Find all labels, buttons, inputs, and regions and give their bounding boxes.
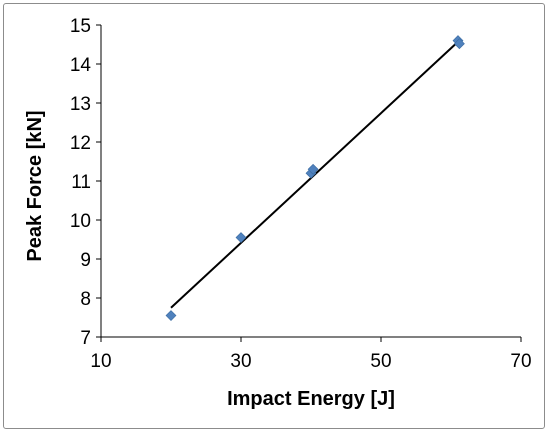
x-tick-label: 10: [90, 351, 111, 372]
chart-frame: [3, 3, 545, 429]
y-tick-label: 12: [70, 133, 91, 154]
data-point: [235, 232, 247, 243]
y-axis-ticks: 7 8 9 10 11 12 13 14 15: [70, 16, 101, 349]
data-point: [453, 38, 465, 50]
y-tick-label: 8: [80, 289, 91, 310]
x-tick-label: 30: [230, 351, 251, 372]
y-tick-label: 7: [80, 328, 91, 349]
data-point: [307, 163, 319, 175]
x-axis-title: Impact Energy [J]: [227, 388, 395, 410]
y-tick-label: 10: [70, 211, 91, 232]
y-tick-label: 9: [80, 250, 91, 271]
y-tick-label: 14: [70, 55, 92, 76]
y-tick-label: 13: [70, 94, 91, 115]
data-points: [165, 35, 465, 321]
y-axis-title: Peak Force [kN]: [24, 110, 46, 261]
x-tick-label: 50: [370, 351, 391, 372]
x-tick-label: 70: [510, 351, 531, 372]
x-axis-ticks: 10 30 50 70: [90, 337, 532, 372]
y-tick-label: 11: [71, 172, 91, 193]
y-tick-label: 15: [70, 16, 91, 37]
data-point: [165, 310, 177, 321]
